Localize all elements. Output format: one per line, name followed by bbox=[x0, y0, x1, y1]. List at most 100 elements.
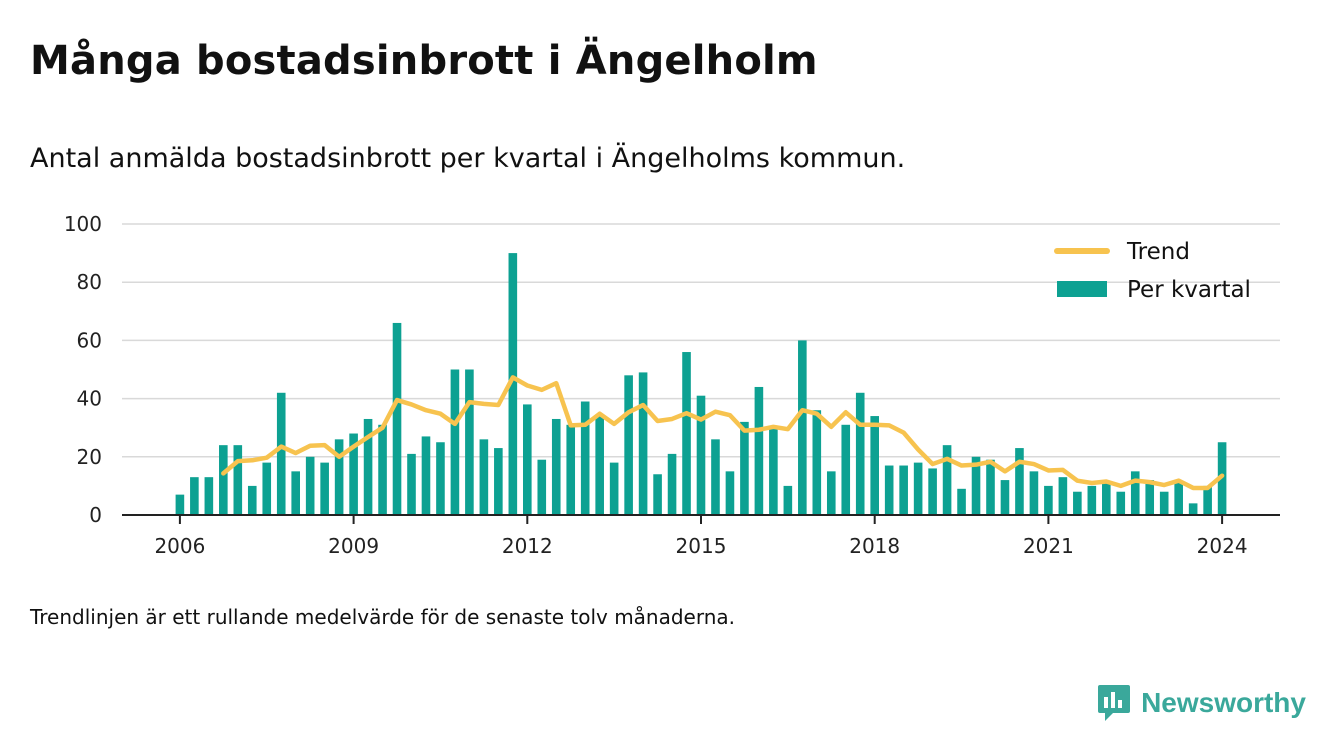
bar bbox=[783, 485, 793, 515]
bar bbox=[219, 445, 228, 515]
bar bbox=[899, 465, 908, 515]
bar-series bbox=[175, 253, 1227, 515]
bar bbox=[320, 462, 329, 515]
bar bbox=[204, 477, 214, 515]
legend-trend-label: Trend bbox=[1126, 239, 1190, 265]
bar bbox=[349, 433, 358, 515]
bar bbox=[798, 340, 807, 515]
bar bbox=[653, 474, 662, 515]
bar bbox=[276, 392, 286, 515]
bar bbox=[247, 485, 257, 515]
x-tick-label: 2021 bbox=[1023, 534, 1074, 558]
bar bbox=[262, 462, 272, 515]
bar bbox=[551, 418, 561, 515]
chart-subtitle: Antal anmälda bostadsinbrott per kvartal… bbox=[30, 143, 906, 174]
bar bbox=[986, 459, 995, 515]
bar-chart-speech-bubble-icon bbox=[1098, 685, 1131, 721]
bar bbox=[494, 448, 503, 515]
bar bbox=[682, 352, 691, 515]
legend-bar-label: Per kvartal bbox=[1127, 277, 1251, 303]
bar bbox=[957, 488, 966, 515]
x-tick-label: 2009 bbox=[328, 534, 379, 558]
bar bbox=[1015, 448, 1024, 515]
bar bbox=[1044, 485, 1053, 515]
bar bbox=[580, 401, 590, 515]
bar bbox=[1145, 480, 1155, 515]
bar bbox=[1102, 482, 1111, 515]
x-tick-label: 2024 bbox=[1197, 534, 1248, 558]
bar bbox=[291, 471, 300, 515]
bar bbox=[711, 439, 720, 515]
legend: Trend Per kvartal bbox=[1054, 239, 1251, 303]
chart-title: Många bostadsinbrott i Ängelholm bbox=[30, 38, 818, 84]
legend-bar-swatch bbox=[1057, 281, 1107, 297]
bar bbox=[1073, 491, 1082, 515]
x-tick-label: 2006 bbox=[154, 534, 205, 558]
brand-name: Newsworthy bbox=[1141, 687, 1306, 718]
y-tick-label: 100 bbox=[64, 212, 102, 236]
bar bbox=[884, 465, 894, 515]
bar bbox=[740, 421, 749, 515]
bar bbox=[855, 392, 865, 515]
bar bbox=[812, 410, 822, 515]
x-tick-label: 2015 bbox=[676, 534, 727, 558]
bar bbox=[1058, 477, 1068, 515]
trend-series bbox=[221, 375, 1225, 491]
bar bbox=[1000, 480, 1010, 515]
bar bbox=[971, 456, 981, 515]
bar bbox=[1203, 485, 1212, 515]
bar bbox=[363, 418, 373, 515]
bar bbox=[754, 386, 764, 515]
bar bbox=[1087, 485, 1097, 515]
bar bbox=[407, 453, 416, 515]
bar bbox=[190, 477, 199, 515]
trend-line bbox=[221, 375, 1225, 491]
bar bbox=[870, 416, 879, 515]
y-tick-label: 80 bbox=[77, 270, 102, 294]
bar bbox=[1188, 503, 1198, 515]
bar bbox=[928, 468, 937, 515]
bar bbox=[1174, 482, 1183, 515]
brand-logo: Newsworthy bbox=[1097, 683, 1306, 723]
bar bbox=[508, 253, 518, 515]
bar bbox=[392, 322, 402, 515]
bar bbox=[1130, 471, 1140, 515]
bar bbox=[595, 416, 604, 515]
bar bbox=[942, 445, 952, 515]
bar bbox=[769, 427, 778, 515]
x-tick-label: 2018 bbox=[849, 534, 900, 558]
y-axis-ticks: 0 20 40 60 80 100 bbox=[64, 212, 102, 527]
bar bbox=[1159, 491, 1169, 515]
bar bbox=[378, 424, 387, 515]
bar bbox=[334, 439, 344, 515]
bar bbox=[725, 471, 735, 515]
bar bbox=[1029, 471, 1039, 515]
bar bbox=[913, 462, 923, 515]
y-tick-label: 40 bbox=[77, 387, 102, 411]
footnote: Trendlinjen är ett rullande medelvärde f… bbox=[30, 605, 736, 629]
bar bbox=[1116, 491, 1126, 515]
bar bbox=[696, 395, 706, 515]
bar bbox=[233, 445, 243, 515]
x-axis-ticks: 2006 2009 2012 2015 2018 2021 2024 bbox=[154, 515, 1248, 558]
bar bbox=[624, 375, 633, 515]
y-tick-label: 60 bbox=[77, 328, 102, 352]
bar bbox=[436, 442, 445, 515]
bar bbox=[638, 372, 648, 515]
chart-area: 0 20 40 60 80 100 2006 2009 2012 2015 2018 2021 202… bbox=[64, 212, 1280, 558]
bar bbox=[826, 471, 836, 515]
y-tick-label: 0 bbox=[89, 503, 102, 527]
bar bbox=[305, 456, 315, 515]
x-tick-label: 2012 bbox=[502, 534, 553, 558]
bar bbox=[523, 404, 532, 515]
bar bbox=[479, 439, 489, 515]
bar bbox=[537, 459, 547, 515]
bar bbox=[421, 436, 431, 515]
bar bbox=[841, 424, 851, 515]
bar bbox=[667, 453, 677, 515]
bar bbox=[465, 369, 474, 515]
bar bbox=[175, 494, 185, 515]
y-tick-label: 20 bbox=[77, 445, 102, 469]
bar bbox=[566, 424, 576, 515]
bar bbox=[609, 462, 619, 515]
